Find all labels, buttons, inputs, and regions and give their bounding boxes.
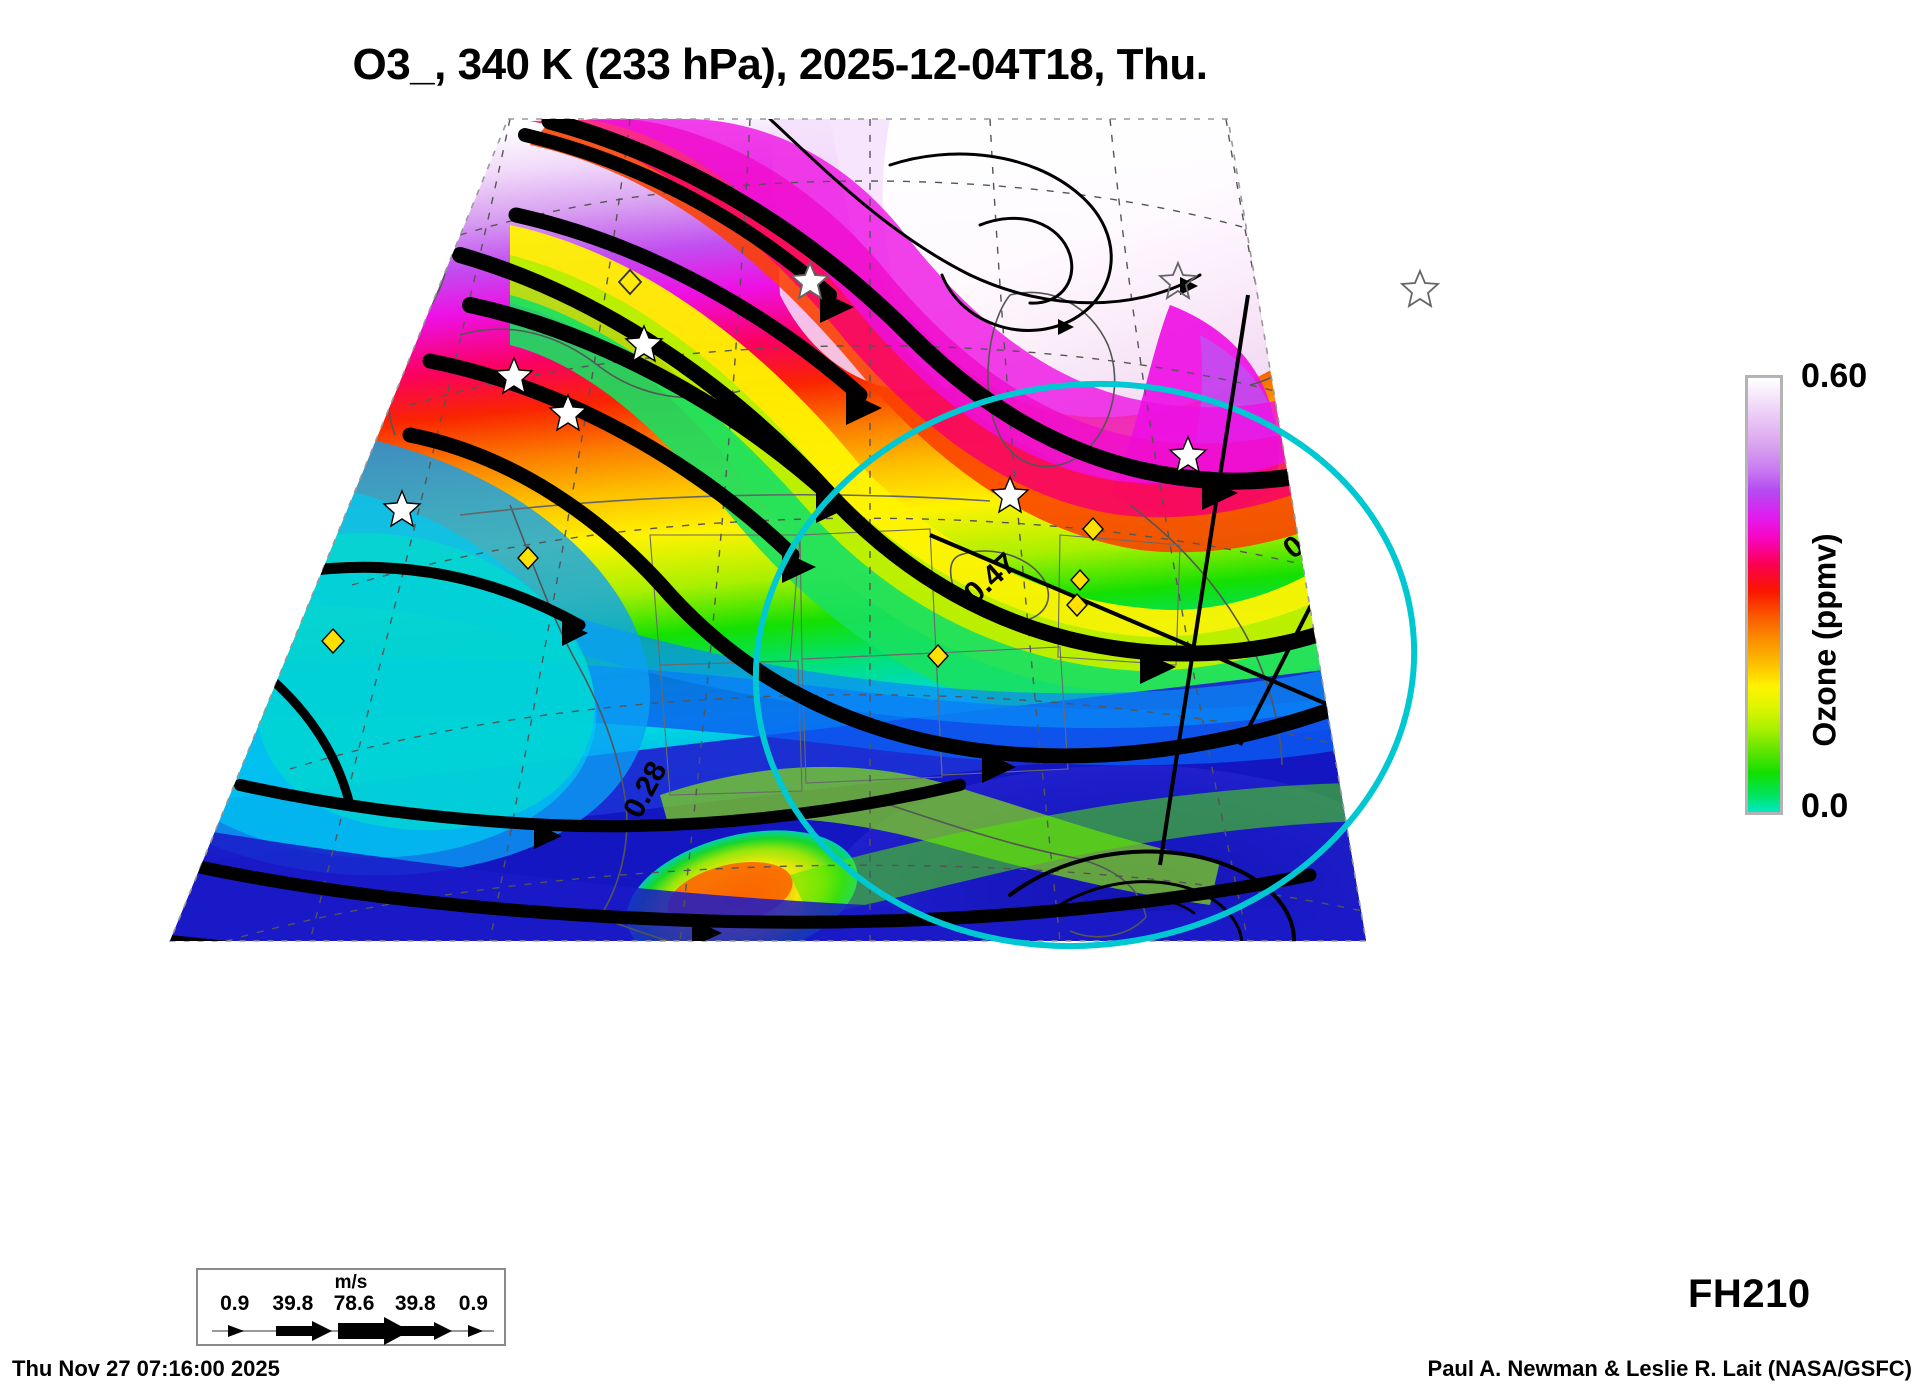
wind-speed-legend: m/s 0.9 39.8 78.6 39.8 0.9 xyxy=(196,1268,506,1346)
station-marker-layer[interactable] xyxy=(321,260,1441,669)
colorbar-max-label: 0.60 xyxy=(1801,357,1868,395)
forecast-hour-label: FH210 xyxy=(1688,1272,1811,1316)
colorbar[interactable]: 0.60 0.0 Ozone (ppmv) xyxy=(1745,357,1925,825)
wind-legend-arrows xyxy=(212,1317,494,1345)
wind-tick-label: 39.8 xyxy=(394,1292,436,1315)
range-ring xyxy=(752,380,1418,950)
wind-streamlines xyxy=(170,119,1366,941)
station-star[interactable] xyxy=(382,261,1208,528)
map-domain-outline xyxy=(168,118,1367,942)
footer-timestamp: Thu Nov 27 07:16:00 2025 xyxy=(12,1356,280,1381)
colorbar-min-label: 0.0 xyxy=(1801,787,1849,825)
wind-units-label: m/s xyxy=(334,1272,368,1293)
colorbar-gradient[interactable] xyxy=(1745,375,1783,815)
station-star-outline[interactable] xyxy=(789,260,1441,308)
colorbar-axis-label: Ozone (ppmv) xyxy=(1806,533,1843,747)
wind-tick-label: 0.9 xyxy=(458,1292,488,1315)
wind-tick-label: 39.8 xyxy=(272,1292,314,1315)
colorbar-axis-title: Ozone (ppmv) xyxy=(1805,525,1845,755)
station-diamond-outline[interactable] xyxy=(617,268,643,296)
map-panel[interactable]: 0.28 0.47 0.67 xyxy=(130,105,1450,1005)
page-title: O3_, 340 K (233 hPa), 2025-12-04T18, Thu… xyxy=(352,40,1208,89)
wind-tick-label: 0.9 xyxy=(220,1292,250,1315)
ozone-map[interactable]: 0.28 0.47 0.67 xyxy=(130,105,1450,1005)
footer-credit: Paul A. Newman & Leslie R. Lait (NASA/GS… xyxy=(1427,1356,1912,1381)
wind-tick-label: 78.6 xyxy=(333,1292,375,1315)
station-diamond[interactable] xyxy=(321,516,1104,669)
